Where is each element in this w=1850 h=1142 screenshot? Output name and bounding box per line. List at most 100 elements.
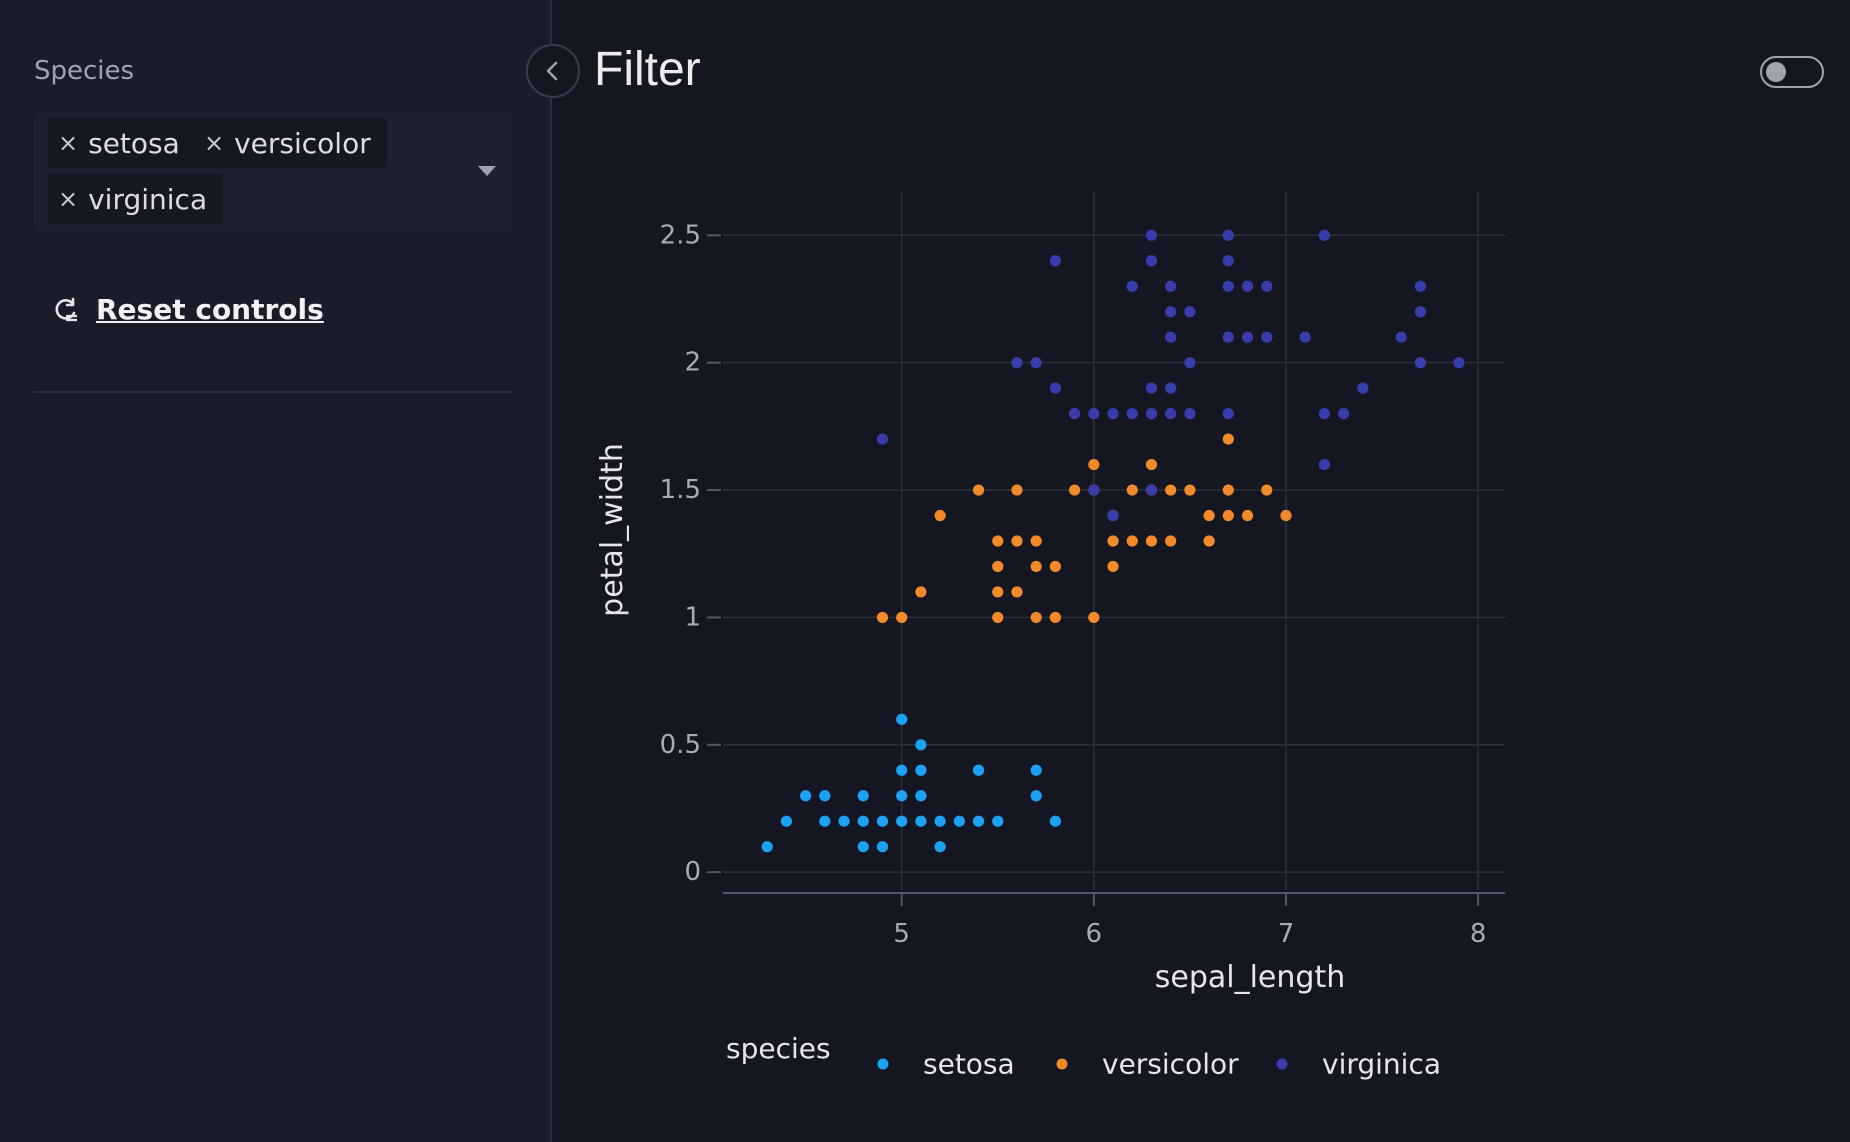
data-point-setosa <box>896 790 908 802</box>
data-point-versicolor <box>992 586 1004 598</box>
data-point-versicolor <box>972 484 985 496</box>
data-point-virginica <box>1088 408 1100 420</box>
data-point-setosa <box>857 841 869 853</box>
data-point-virginica <box>1222 255 1234 267</box>
chip-versicolor: × versicolor <box>194 118 387 168</box>
data-point-virginica <box>1126 280 1138 292</box>
data-point-virginica <box>1049 255 1061 267</box>
data-point-virginica <box>1165 331 1177 343</box>
data-point-versicolor <box>1069 484 1081 496</box>
species-multiselect[interactable]: × setosa × versicolor × virginica <box>34 112 512 232</box>
data-point-virginica <box>1357 382 1369 394</box>
grid-lines <box>723 192 1505 894</box>
data-point-versicolor <box>1145 535 1158 547</box>
reset-controls-label: Reset controls <box>96 293 324 326</box>
data-point-versicolor <box>1088 458 1100 471</box>
data-point-virginica <box>1145 382 1158 394</box>
data-point-virginica <box>1184 408 1196 420</box>
data-point-setosa <box>857 790 869 802</box>
data-point-versicolor <box>1165 535 1177 547</box>
data-point-versicolor <box>1011 535 1023 547</box>
data-point-virginica <box>1222 408 1234 420</box>
reset-controls-button[interactable]: Reset controls <box>52 293 324 326</box>
data-point-virginica <box>1165 306 1177 318</box>
data-point-versicolor <box>1126 484 1138 496</box>
x-tick-label: 8 <box>1470 919 1487 949</box>
data-point-setosa <box>896 764 908 776</box>
data-point-versicolor <box>1011 484 1023 496</box>
legend-label-virginica[interactable]: virginica <box>1322 1048 1441 1081</box>
data-point-setosa <box>819 815 831 827</box>
collapse-sidebar-button[interactable] <box>526 44 580 98</box>
legend-marker-versicolor <box>1056 1058 1068 1070</box>
remove-setosa-icon[interactable]: × <box>58 129 79 157</box>
data-point-versicolor <box>1203 535 1215 547</box>
legend-marker-setosa <box>877 1058 889 1070</box>
data-point-virginica <box>1299 331 1311 343</box>
dropdown-caret-icon[interactable] <box>478 166 496 176</box>
data-point-versicolor <box>1261 484 1273 496</box>
data-point-virginica <box>1165 280 1177 292</box>
data-point-versicolor <box>896 611 908 624</box>
chip-label: virginica <box>88 182 208 216</box>
y-tick-label: 2.5 <box>660 220 701 250</box>
data-point-setosa <box>972 764 985 776</box>
data-point-setosa <box>915 739 927 751</box>
data-points <box>761 229 1465 853</box>
legend: species setosa versicolor virginica <box>726 1032 1441 1081</box>
y-axis-title: petal_width <box>595 443 630 617</box>
data-point-versicolor <box>1107 560 1119 573</box>
data-point-versicolor <box>1165 484 1177 496</box>
remove-versicolor-icon[interactable]: × <box>204 129 225 157</box>
data-point-virginica <box>1126 408 1138 420</box>
remove-virginica-icon[interactable]: × <box>58 185 79 213</box>
data-point-virginica <box>1184 306 1196 318</box>
x-tick-label: 6 <box>1086 919 1103 949</box>
data-point-versicolor <box>1280 509 1292 522</box>
data-point-versicolor <box>1011 586 1023 598</box>
legend-marker-virginica <box>1276 1058 1288 1070</box>
data-point-virginica <box>1241 280 1254 292</box>
chip-label: setosa <box>88 126 180 160</box>
legend-label-setosa[interactable]: setosa <box>923 1048 1015 1081</box>
scatter-chart: 0 0.5 1 1.5 2 2.5 5 6 7 8 sepal_length petal_wid… <box>595 192 1505 1081</box>
data-point-versicolor <box>1203 509 1215 522</box>
data-point-versicolor <box>1030 611 1042 624</box>
reset-icon <box>55 297 77 321</box>
data-point-versicolor <box>992 611 1004 624</box>
data-point-versicolor <box>1030 560 1042 573</box>
data-point-setosa <box>896 815 908 827</box>
data-point-versicolor <box>1030 535 1042 547</box>
toggle-switch[interactable] <box>1760 56 1824 88</box>
data-point-virginica <box>1184 357 1196 369</box>
chip-label: versicolor <box>234 126 371 160</box>
data-point-virginica <box>1318 229 1330 241</box>
x-tick-label: 7 <box>1278 919 1295 949</box>
data-point-versicolor <box>992 535 1004 547</box>
data-point-virginica <box>1222 280 1234 292</box>
data-point-setosa <box>761 841 773 853</box>
data-point-virginica <box>1107 509 1119 522</box>
sidebar: Species × setosa × versicolor × virginic… <box>0 0 552 1142</box>
data-point-setosa <box>819 790 831 802</box>
data-point-virginica <box>1241 331 1254 343</box>
data-point-setosa <box>800 790 812 802</box>
legend-label-versicolor[interactable]: versicolor <box>1102 1048 1239 1081</box>
data-point-setosa <box>915 815 927 827</box>
data-point-versicolor <box>1088 611 1100 624</box>
data-point-versicolor <box>915 586 927 598</box>
data-point-virginica <box>1222 229 1234 241</box>
x-tick-labels: 5 6 7 8 <box>893 893 1486 949</box>
data-point-setosa <box>934 841 946 853</box>
data-point-virginica <box>1261 331 1273 343</box>
data-point-virginica <box>1318 408 1330 420</box>
data-point-versicolor <box>934 509 946 522</box>
data-point-virginica <box>1261 280 1273 292</box>
data-point-setosa <box>838 815 850 827</box>
y-tick-labels: 0 0.5 1 1.5 2 2.5 <box>660 220 721 887</box>
sidebar-divider <box>34 391 512 393</box>
data-point-setosa <box>876 815 889 827</box>
data-point-setosa <box>915 764 927 776</box>
data-point-setosa <box>780 815 793 827</box>
data-point-virginica <box>1145 255 1158 267</box>
